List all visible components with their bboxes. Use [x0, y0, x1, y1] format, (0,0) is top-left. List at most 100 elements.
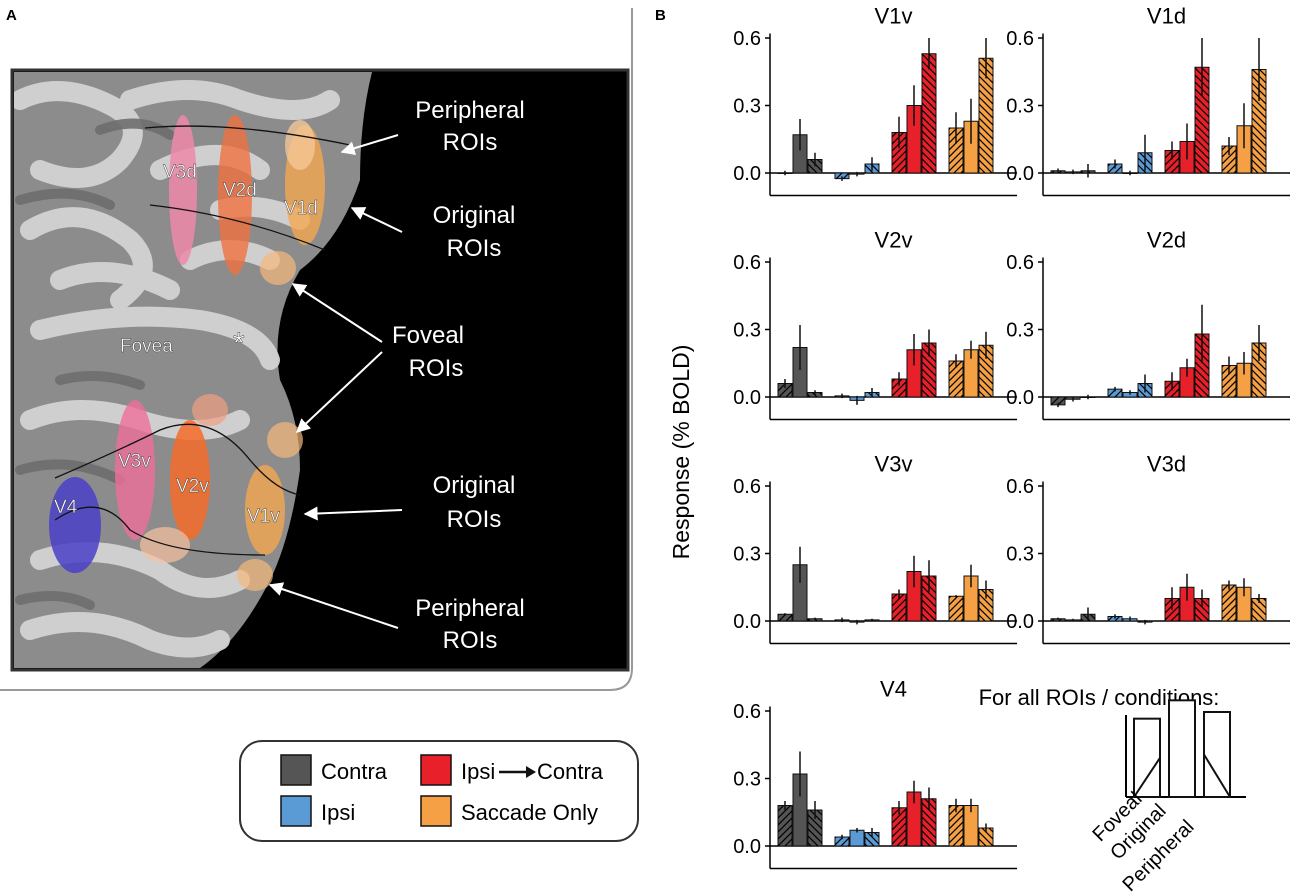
brain-flatmap: V3d V2d V1d Fovea * V3v V2v V1v V4 Perip…: [10, 68, 630, 672]
bar-ipsi-original: [849, 829, 865, 847]
bar-saccade-only-peripheral-hatch: [1252, 69, 1266, 173]
y-tick-label: 0.6: [733, 476, 761, 498]
chart-title: V1d: [1147, 4, 1186, 29]
bar-ipsi-contra-foveal-hatch: [892, 594, 906, 621]
chart-title: V1v: [875, 4, 913, 29]
y-axis-label: Response (% BOLD): [668, 345, 694, 560]
bar-saccade-only-peripheral-hatch: [1252, 598, 1266, 621]
y-tick-label: 0.6: [733, 28, 761, 50]
bar-saccade-only-foveal-hatch: [1222, 585, 1236, 621]
y-tick-label: 0.0: [733, 836, 761, 858]
y-tick-label: 0.3: [1006, 96, 1034, 118]
chart-panel-v3d: V3d 0.0 0.3 0.6: [1006, 452, 1290, 645]
y-tick-label: 0.6: [1006, 28, 1034, 50]
panel-label-a: A: [6, 7, 17, 24]
bar-ipsi-foveal-hatch: [835, 837, 849, 846]
legend-label-contra-target: Contra: [537, 759, 604, 784]
bar-saccade-only-peripheral-hatch: [1252, 343, 1266, 397]
legend-label-saccade: Saccade Only: [461, 800, 598, 825]
chart-title: V4: [880, 677, 907, 702]
schema-hatch-foveal: [1133, 757, 1161, 798]
y-tick-label: 0.0: [1006, 611, 1034, 633]
chart-title: V3v: [875, 452, 913, 477]
legend: Contra Ipsi Ipsi Contra Saccade Only: [239, 740, 639, 842]
bar-saccade-only-foveal-hatch: [949, 596, 963, 621]
schema-hatch-peripheral: [1203, 753, 1231, 798]
chart-panel-v1v: V1v 0.0 0.3 0.6: [733, 4, 1017, 197]
chart-panel-v2d: V2d 0.0 0.3 0.6: [1006, 228, 1290, 421]
original-bottom-line1: Original: [433, 472, 516, 499]
y-tick-label: 0.3: [1006, 320, 1034, 342]
y-tick-label: 0.6: [733, 252, 761, 274]
bar-saccade-only-peripheral-hatch: [979, 58, 993, 173]
schema-bar-peripheral: [1203, 711, 1231, 798]
schema: For all ROIs / conditions: FovealOrigina…: [979, 685, 1246, 895]
label-v1d: V1d: [284, 198, 318, 219]
panel-a-frame-line: [0, 8, 633, 691]
chart-title: V2v: [875, 228, 913, 253]
arrow-foveal-bottom: [295, 351, 383, 433]
label-v1v: V1v: [247, 506, 280, 527]
bar-ipsi-contra-foveal-hatch: [892, 807, 906, 846]
chart-title: V3d: [1147, 452, 1186, 477]
bar-ipsi-foveal-hatch: [1108, 389, 1122, 397]
peripheral-top-line2: ROIs: [443, 129, 498, 156]
y-tick-label: 0.0: [733, 163, 761, 185]
chart-panel-v3v: V3v 0.0 0.3 0.6: [733, 452, 1017, 645]
y-tick-label: 0.3: [733, 769, 761, 791]
y-tick-label: 0.0: [733, 611, 761, 633]
y-tick-label: 0.3: [733, 96, 761, 118]
original-top-line1: Original: [433, 202, 516, 229]
bar-charts: V1v 0.0 0.3 0.6 V1d 0.0 0.3 0.6 V2v 0.0 0.3 0.6 V2d 0…: [733, 4, 1290, 870]
bar-ipsi-contra-foveal-hatch: [892, 132, 906, 173]
bar-ipsi-contra-peripheral-hatch: [922, 343, 936, 397]
label-v4: V4: [54, 497, 78, 518]
bar-ipsi-contra-foveal-hatch: [1165, 150, 1179, 173]
legend-swatch-contra: [280, 754, 312, 786]
chart-panel-v4: V4 0.0 0.3 0.6: [733, 677, 1017, 870]
bar-contra-foveal-hatch: [1051, 397, 1065, 405]
bar-contra-foveal-hatch: [778, 383, 792, 397]
bar-saccade-only-peripheral-hatch: [979, 828, 993, 846]
legend-swatch-saccade: [420, 795, 452, 827]
chart-panel-v2v: V2v 0.0 0.3 0.6: [733, 228, 1017, 421]
arrow-foveal-top: [291, 283, 383, 343]
bar-saccade-only-foveal-hatch: [949, 128, 963, 173]
bar-saccade-only-peripheral-hatch: [979, 345, 993, 397]
original-bottom-line2: ROIs: [447, 506, 502, 533]
bar-ipsi-foveal-hatch: [835, 173, 849, 179]
peripheral-bottom-line2: ROIs: [443, 627, 498, 654]
peripheral-bottom-line1: Peripheral: [415, 595, 524, 622]
bar-ipsi-contra-peripheral-hatch: [1195, 598, 1209, 621]
bar-ipsi-contra-peripheral-hatch: [1195, 334, 1209, 397]
fovea-marker: *: [233, 327, 245, 360]
label-v2d: V2d: [223, 180, 257, 201]
bar-contra-peripheral-hatch: [808, 810, 822, 846]
y-tick-label: 0.0: [1006, 163, 1034, 185]
schema-bar-foveal: [1133, 717, 1161, 799]
bar-ipsi-contra-peripheral-hatch: [922, 798, 936, 846]
bar-ipsi-contra-peripheral-hatch: [922, 576, 936, 621]
chart-title: V2d: [1147, 228, 1186, 253]
legend-label-ipsi: Ipsi: [321, 800, 355, 825]
label-v3d: V3d: [163, 162, 197, 183]
original-top-line2: ROIs: [447, 235, 502, 262]
chart-panel-v1d: V1d 0.0 0.3 0.6: [1006, 4, 1290, 197]
y-tick-label: 0.0: [733, 387, 761, 409]
arrow-original-top: [350, 207, 403, 233]
panel-label-b: B: [655, 7, 666, 24]
bar-contra-foveal-hatch: [778, 614, 792, 621]
y-tick-label: 0.6: [733, 701, 761, 723]
label-v3v: V3v: [118, 451, 151, 472]
arrow-original-bottom: [303, 506, 403, 521]
y-tick-label: 0.6: [1006, 476, 1034, 498]
bar-ipsi-contra-peripheral-hatch: [1195, 67, 1209, 173]
schema-bar-original: [1168, 699, 1196, 798]
bar-ipsi-peripheral-hatch: [865, 832, 879, 846]
bar-saccade-only-foveal-hatch: [1222, 365, 1236, 397]
legend-label-ipsi: Ipsi: [461, 759, 495, 784]
y-tick-label: 0.6: [1006, 252, 1034, 274]
arrow-peripheral-bottom: [268, 582, 399, 629]
legend-swatch-ipsi-contra: [420, 754, 452, 786]
